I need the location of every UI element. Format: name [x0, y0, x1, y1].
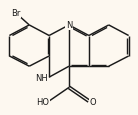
- Text: O: O: [90, 97, 96, 106]
- Text: NH: NH: [35, 73, 48, 82]
- Text: HO: HO: [36, 97, 49, 106]
- Text: Br: Br: [11, 9, 21, 18]
- Text: N: N: [66, 21, 72, 30]
